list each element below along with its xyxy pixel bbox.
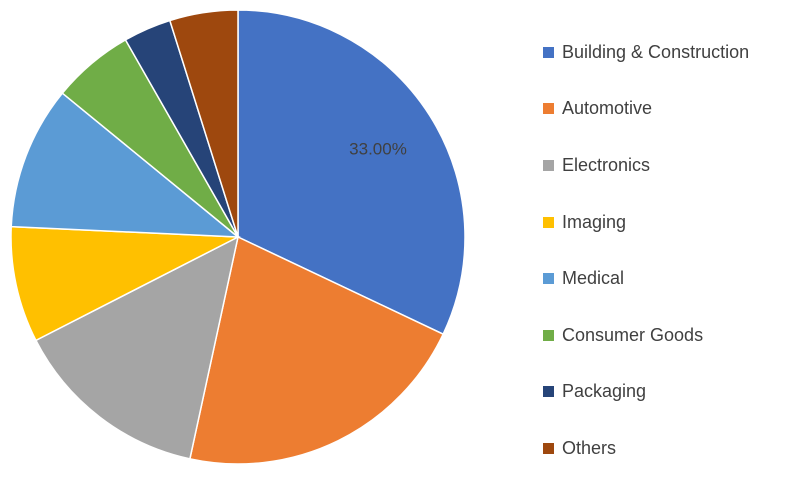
pie-slice-automotive — [189, 235, 445, 465]
legend-swatch — [543, 329, 554, 341]
legend-item: Packaging — [543, 364, 798, 421]
legend-swatch — [543, 273, 554, 285]
pie-slice-imaging — [10, 225, 241, 342]
legend-label: Electronics — [562, 154, 651, 175]
data-label: 33.00% — [349, 139, 407, 158]
legend-item: Medical — [543, 250, 798, 307]
legend-label: Building & Construction — [562, 41, 750, 62]
legend-label: Others — [562, 437, 617, 458]
pie-slice-others — [168, 9, 239, 238]
legend-label: Automotive — [562, 98, 653, 119]
legend-label: Imaging — [562, 211, 627, 232]
pie-data-labels: 33.00% — [349, 139, 407, 158]
pie-slice-medical — [10, 92, 241, 238]
legend-swatch — [543, 103, 554, 115]
legend-item: Consumer Goods — [543, 307, 798, 364]
legend-swatch — [543, 442, 554, 454]
chart-legend: Building & Construction Automotive Electro… — [543, 24, 798, 477]
pie-slice-building-construction — [237, 9, 466, 336]
legend-item: Electronics — [543, 137, 798, 194]
pie-slices — [10, 9, 466, 465]
legend-label: Consumer Goods — [562, 324, 704, 345]
legend-swatch — [543, 216, 554, 228]
legend-item: Automotive — [543, 81, 798, 138]
legend-label: Medical — [562, 268, 625, 289]
legend-swatch — [543, 46, 554, 58]
pie-slice-electronics — [34, 235, 240, 460]
legend-swatch — [543, 386, 554, 398]
legend-item: Others — [543, 420, 798, 477]
legend-swatch — [543, 159, 554, 171]
legend-label: Packaging — [562, 381, 647, 402]
legend-item: Imaging — [543, 194, 798, 251]
legend-item: Building & Construction — [543, 24, 798, 81]
